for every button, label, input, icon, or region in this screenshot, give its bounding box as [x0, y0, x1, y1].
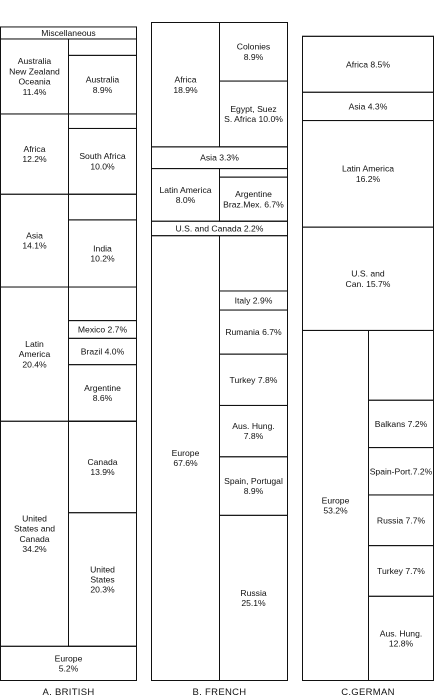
segment-label: Asia 3.3%: [200, 153, 239, 163]
sub-segment-label: Russia 7.7%: [377, 515, 426, 525]
column-label: B. FRENCH: [193, 687, 247, 698]
sub-segment-russia: [219, 514, 288, 681]
sub-segment-label: Aus. Hung. 12.8%: [380, 628, 423, 648]
sub-segment-label: Turkey 7.7%: [377, 566, 425, 576]
segment-label: Latin America 8.0%: [159, 185, 211, 205]
segment-label: Europe 53.2%: [322, 495, 350, 515]
sub-segment-label: Egypt, Suez S. Africa 10.0%: [224, 104, 283, 124]
column-b-french: B. FRENCH: [151, 22, 288, 698]
column-label: C.GERMAN: [341, 687, 395, 698]
segment-label: Asia 14.1%: [22, 231, 47, 251]
sub-segment-label: India 10.2%: [90, 243, 115, 263]
column-header-label: Miscellaneous: [41, 28, 95, 38]
segment-label: Latin America 20.4%: [19, 339, 51, 369]
sub-segment-label: Spain-Port.7.2%: [370, 466, 433, 476]
sub-segment-label: Brazil 4.0%: [81, 347, 125, 357]
column-c-german: C.GERMAN: [302, 35, 434, 698]
segment-label: United States and Canada 34.2%: [14, 513, 55, 554]
column-a-british: A. BRITISH: [0, 26, 137, 698]
sub-segment-label: Australia 8.9%: [86, 75, 120, 95]
sub-segment-label: Canada 13.9%: [87, 457, 117, 477]
segment-label: Europe 67.6%: [172, 448, 200, 468]
sub-segment-label: Turkey 7.8%: [230, 375, 278, 385]
sub-segment-label: Argentine 8.6%: [84, 383, 121, 403]
sub-segment-label: Argentine Braz.Mex. 6.7%: [223, 189, 284, 209]
column-label: A. BRITISH: [42, 687, 94, 698]
segment-europe: [0, 645, 137, 681]
sub-segment-label: Italy 2.9%: [235, 296, 273, 306]
segment-label: U.S. and Canada 2.2%: [176, 223, 264, 233]
segment-label: Asia 4.3%: [349, 101, 388, 111]
segment-label: Africa 8.5%: [346, 59, 390, 69]
segment-label: Latin America 16.2%: [342, 164, 394, 184]
sub-segment-label: Aus. Hung. 7.8%: [232, 421, 275, 441]
sub-segment-label: Rumania 6.7%: [225, 327, 282, 337]
segment-label: Australia New Zealand Oceania 11.4%: [9, 56, 60, 97]
sub-segment-label: United States 20.3%: [90, 564, 115, 594]
sub-segment-label: Colonies 8.9%: [237, 42, 270, 62]
segment-label: Europe 5.2%: [55, 653, 83, 673]
sub-segment-label: Mexico 2.7%: [78, 324, 128, 334]
sub-segment-label: South Africa 10.0%: [79, 151, 126, 171]
sub-segment-label: Spain, Portugal 8.9%: [224, 476, 283, 496]
segment-label: Africa 18.9%: [173, 75, 198, 95]
sub-segment-label: Balkans 7.2%: [375, 419, 428, 429]
segment-label: U.S. and Can. 15.7%: [346, 269, 391, 289]
sub-segment-aus-hung: [368, 595, 434, 681]
sub-segment-label: Russia 25.1%: [240, 588, 266, 608]
segment-label: Africa 12.2%: [22, 144, 47, 164]
